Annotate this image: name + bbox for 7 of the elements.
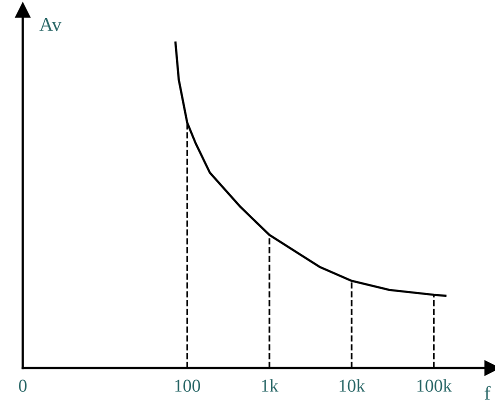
x-tick-label: 100 bbox=[175, 380, 200, 392]
x-tick-label: 100k bbox=[417, 379, 452, 392]
x-tick-label: 0 bbox=[18, 380, 27, 392]
y-axis-title: Av bbox=[39, 18, 62, 32]
x-tick-label: 1k bbox=[262, 379, 278, 392]
x-tick-label: 10k bbox=[340, 379, 366, 392]
x-axis-title: f bbox=[484, 386, 491, 400]
